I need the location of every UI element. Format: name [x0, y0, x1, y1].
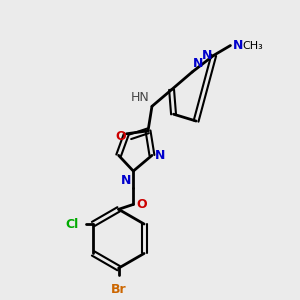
Text: N: N [121, 174, 131, 187]
Text: N: N [193, 57, 203, 70]
Text: CH₃: CH₃ [242, 40, 263, 50]
Text: HN: HN [130, 92, 149, 104]
Text: N: N [155, 149, 165, 162]
Text: Br: Br [111, 283, 126, 296]
Text: Cl: Cl [65, 218, 78, 230]
Text: O: O [116, 130, 127, 143]
Text: O: O [136, 198, 147, 211]
Text: N: N [233, 39, 244, 52]
Text: N: N [201, 49, 212, 62]
